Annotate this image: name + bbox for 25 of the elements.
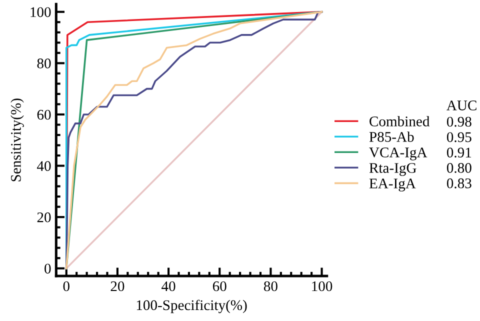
legend-label: P85-Ab (369, 132, 414, 142)
x-tick-label: 100 (312, 281, 332, 292)
legend-label: EA-IgA (369, 178, 416, 192)
x-tick-label: 60 (212, 281, 226, 292)
x-tick-label: 20 (110, 281, 124, 292)
x-axis-title: 100-Specificity(%) (136, 300, 247, 314)
text: 0.91 (446, 148, 472, 158)
text: 0.98 (446, 116, 472, 127)
y-tick-label: 60 (37, 110, 51, 120)
legend-title: AUC (446, 100, 476, 110)
y-tick-label: 40 (37, 161, 51, 171)
y-tick-label: 80 (37, 58, 51, 68)
y-tick-label: 100 (30, 7, 51, 18)
x-tick-label: 0 (63, 281, 70, 292)
y-tick-label: 0 (44, 264, 51, 274)
legend-label: Rta-IgG (369, 163, 416, 176)
y-tick-label: 20 (37, 212, 51, 222)
x-tick-label: 80 (264, 281, 278, 292)
legend-label: VCA-IgA (369, 148, 428, 160)
y-axis-title: Sensitivity(%) (10, 98, 24, 182)
text: 0.80 (446, 163, 472, 173)
text: 0.83 (446, 178, 472, 188)
legend-label: Combined (370, 116, 430, 126)
x-tick-label: 40 (162, 281, 176, 292)
text: 0.95 (446, 132, 472, 142)
